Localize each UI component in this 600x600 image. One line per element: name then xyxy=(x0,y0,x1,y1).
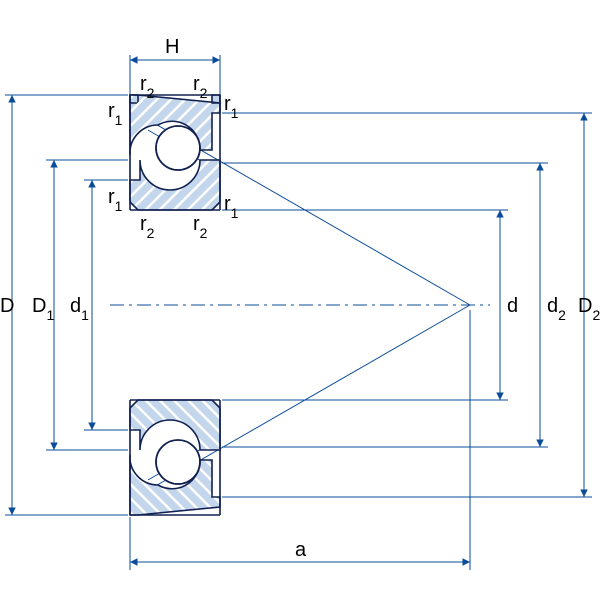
label-D1: D1 xyxy=(32,295,54,323)
dim-D: D xyxy=(0,95,128,515)
label-r2-bl: r2 xyxy=(140,213,155,241)
label-D2: D2 xyxy=(578,295,600,323)
label-r1-br: r1 xyxy=(224,193,239,221)
label-d2: d2 xyxy=(547,295,566,323)
upper-section xyxy=(130,95,220,210)
label-H: H xyxy=(165,36,179,58)
label-r2-tr: r2 xyxy=(193,73,208,101)
bearing-diagram: H D D1 d1 d d2 D2 xyxy=(0,0,600,600)
label-D: D xyxy=(0,295,14,317)
label-r1-tr: r1 xyxy=(224,93,239,121)
label-r1-bl: r1 xyxy=(108,186,123,214)
lower-section xyxy=(130,400,220,515)
label-d1: d1 xyxy=(70,295,89,323)
label-r1-tl: r1 xyxy=(108,100,123,128)
label-d: d xyxy=(507,295,518,317)
label-a: a xyxy=(295,539,307,561)
label-r2-br: r2 xyxy=(193,213,208,241)
